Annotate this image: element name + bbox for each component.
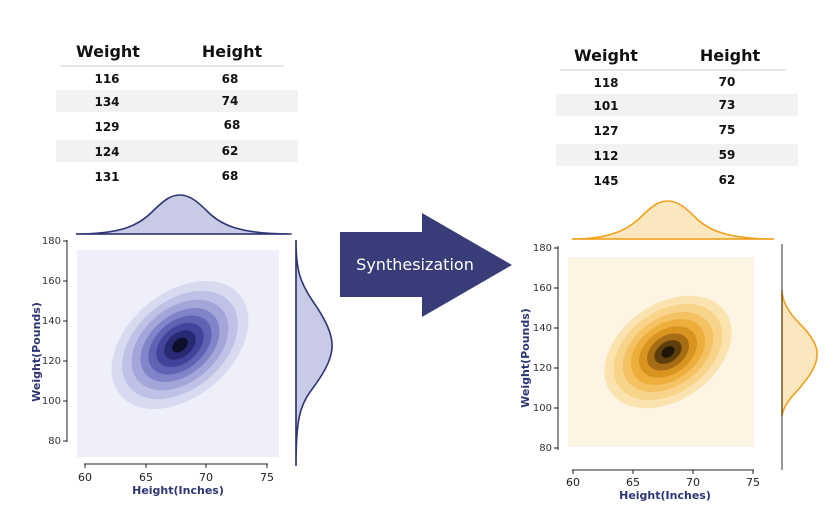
kde-contours: [111, 280, 249, 410]
y-tick-label: 80: [48, 436, 61, 447]
y-ticks: 180 160 140 120 100 80: [533, 243, 558, 454]
kde-contour-level: [661, 346, 675, 358]
y-tick-label: 100: [533, 403, 552, 414]
cell-weight: 116: [94, 72, 119, 86]
cell-height: 70: [719, 75, 736, 89]
synthetic-data-table: Weight Height 118 70 101 73 127 75 112 5…: [556, 46, 798, 188]
cell-height: 68: [222, 169, 239, 183]
cell-weight: 101: [593, 99, 618, 113]
table-row-stripe: [56, 140, 298, 162]
synthesization-arrow: Synthesization: [340, 213, 512, 317]
y-tick-label: 140: [533, 323, 552, 334]
synthetic-joint-plot: 180 160 140 120 100 80 60 65 70 75 Heigh…: [519, 200, 818, 502]
y-tick-label: 160: [533, 283, 552, 294]
y-tick-label: 180: [42, 236, 61, 247]
x-ticks: 60 65 70 75: [78, 464, 274, 484]
cell-height: 68: [224, 118, 241, 132]
cell-weight: 145: [593, 174, 618, 188]
header-weight: Weight: [76, 42, 140, 61]
cell-height: 73: [719, 98, 736, 112]
y-tick-label: 100: [42, 396, 61, 407]
right-marginal-density: [781, 289, 818, 417]
x-tick-label: 70: [686, 476, 700, 489]
cell-weight: 127: [593, 124, 618, 138]
table-row-stripe: [56, 90, 298, 112]
y-tick-label: 120: [533, 363, 552, 374]
table-row-stripe: [556, 144, 798, 166]
table-row-stripe: [556, 94, 798, 116]
kde-contours: [604, 295, 732, 409]
y-tick-label: 180: [533, 243, 552, 254]
y-axis-label: Weight(Pounds): [519, 308, 532, 408]
kde-contour-level: [172, 337, 188, 353]
cell-height: 68: [222, 72, 239, 86]
cell-height: 62: [719, 173, 736, 187]
cell-weight: 124: [94, 145, 119, 159]
x-tick-label: 65: [626, 476, 640, 489]
cell-weight: 118: [593, 76, 618, 90]
x-tick-label: 75: [260, 471, 274, 484]
y-tick-label: 140: [42, 316, 61, 327]
x-axis-label: Height(Inches): [619, 489, 711, 502]
y-tick-label: 120: [42, 356, 61, 367]
cell-height: 59: [719, 148, 736, 162]
real-joint-plot: 180 160 140 120 100 80 60 65 70 75 Heigh…: [30, 194, 333, 497]
x-tick-label: 75: [746, 476, 760, 489]
cell-weight: 129: [94, 120, 119, 134]
y-axis-label: Weight(Pounds): [30, 302, 43, 402]
x-tick-label: 60: [78, 471, 92, 484]
cell-weight: 134: [94, 95, 119, 109]
x-tick-label: 70: [199, 471, 213, 484]
cell-height: 62: [222, 144, 239, 158]
y-tick-label: 80: [539, 443, 552, 454]
cell-weight: 131: [94, 170, 119, 184]
header-weight: Weight: [574, 46, 638, 65]
x-tick-label: 60: [566, 476, 580, 489]
arrow-shape: [340, 213, 512, 317]
cell-height: 74: [222, 94, 239, 108]
y-ticks: 180 160 140 120 100 80: [42, 236, 67, 447]
top-marginal-density: [571, 200, 775, 240]
arrow-label: Synthesization: [356, 255, 474, 274]
y-tick-label: 160: [42, 276, 61, 287]
top-marginal-density: [75, 194, 291, 235]
x-axis-label: Height(Inches): [132, 484, 224, 497]
cell-height: 75: [719, 123, 736, 137]
x-ticks: 60 65 70 75: [566, 470, 760, 489]
right-marginal-density: [295, 239, 333, 467]
header-height: Height: [202, 42, 263, 61]
header-height: Height: [700, 46, 761, 65]
cell-weight: 112: [593, 149, 618, 163]
real-data-table: Weight Height 116 68 134 74 129 68 124 6…: [56, 42, 298, 184]
x-tick-label: 65: [139, 471, 153, 484]
